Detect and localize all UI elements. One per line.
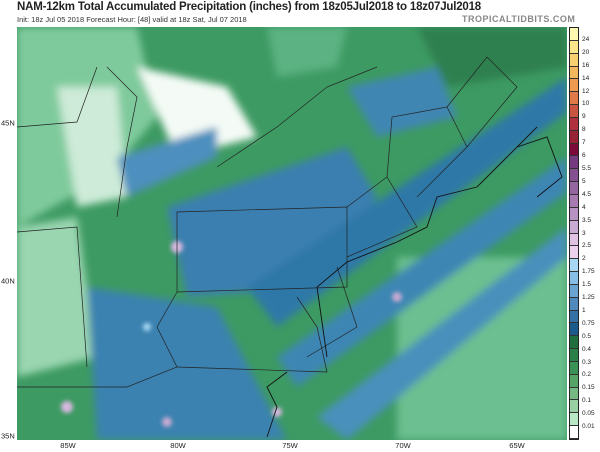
legend-label: 2.5: [582, 242, 592, 250]
legend-swatch: [570, 400, 578, 414]
lon-label-70w: 70W: [395, 441, 411, 450]
legend-swatch: [570, 40, 578, 54]
legend-label: 10: [582, 100, 590, 108]
color-legend: [569, 27, 579, 440]
legend-swatch: [570, 66, 578, 80]
legend-swatch: [570, 387, 578, 401]
legend-label: 4: [582, 203, 586, 211]
lat-label-35n: 35N: [1, 431, 15, 441]
legend-swatch: [570, 169, 578, 183]
legend-swatch: [570, 233, 578, 247]
legend-label: 8: [582, 126, 586, 134]
legend-label: 9: [582, 113, 586, 121]
legend-swatch: [570, 105, 578, 118]
legend-swatch: [570, 259, 578, 273]
legend-swatch: [570, 130, 578, 144]
legend-swatch: [570, 323, 578, 337]
legend-swatch: [570, 156, 578, 170]
legend-label: 7: [582, 139, 586, 147]
legend-swatch: [570, 79, 578, 93]
legend-label: 1.75: [582, 268, 595, 276]
legend-label: 0.75: [582, 319, 595, 327]
legend-swatch: [570, 374, 578, 388]
legend-swatch: [570, 413, 578, 427]
legend-swatch: [570, 246, 578, 260]
precipitation-map: [17, 27, 567, 440]
legend-label: 0.4: [582, 345, 592, 353]
legend-label: 24: [582, 35, 590, 43]
legend-swatch: [570, 194, 578, 208]
legend-swatch: [570, 92, 578, 106]
legend-swatch: [570, 220, 578, 234]
legend-label: 0.1: [582, 397, 592, 405]
precip-field: [17, 27, 567, 440]
legend-label: 6: [582, 152, 586, 160]
legend-swatch: [570, 284, 578, 298]
legend-swatch: [570, 336, 578, 350]
legend-label: 2: [582, 255, 586, 263]
lat-label-40n: 40N: [1, 276, 15, 286]
legend-swatch: [570, 117, 578, 131]
legend-swatch: [570, 272, 578, 285]
legend-label: 16: [582, 61, 590, 69]
legend-swatch: [570, 182, 578, 195]
legend-swatch: [570, 28, 578, 41]
legend-label: 0.15: [582, 384, 595, 392]
legend-swatch: [570, 297, 578, 311]
lon-label-85w: 85W: [60, 441, 76, 450]
legend-label: 0.5: [582, 332, 592, 340]
legend-label: 12: [582, 87, 590, 95]
legend-swatch: [570, 143, 578, 157]
state-borders: [17, 56, 518, 388]
coastline: [266, 126, 563, 438]
legend-label: 20: [582, 48, 590, 56]
legend-swatch: [570, 53, 578, 67]
legend-swatch: [570, 310, 578, 324]
legend-label: 5: [582, 177, 586, 185]
legend-swatch: [570, 426, 578, 439]
lon-label-80w: 80W: [170, 441, 186, 450]
legend-label: 1.5: [582, 281, 592, 289]
legend-label: 4.5: [582, 190, 592, 198]
lon-label-65w: 65W: [509, 441, 525, 450]
legend-swatch: [570, 361, 578, 375]
map-subtitle: Init: 18z Jul 05 2018 Forecast Hour: [48…: [17, 15, 247, 24]
legend-label: 14: [582, 74, 590, 82]
legend-label: 1.25: [582, 294, 595, 302]
legend-label: 3: [582, 229, 586, 237]
legend-label: 5.5: [582, 164, 592, 172]
lon-label-75w: 75W: [282, 441, 298, 450]
map-title: NAM-12km Total Accumulated Precipitation…: [17, 1, 482, 13]
legend-swatch: [570, 207, 578, 221]
legend-label: 0.2: [582, 371, 592, 379]
legend-swatch: [570, 349, 578, 362]
legend-label: 1: [582, 306, 586, 314]
brand-watermark: TROPICALTIDBITS.COM: [462, 14, 576, 24]
legend-label: 0.05: [582, 410, 595, 418]
legend-label: 3.5: [582, 216, 592, 224]
lat-label-45n: 45N: [1, 118, 15, 128]
legend-label: 0.01: [582, 423, 595, 431]
legend-label: 0.3: [582, 358, 592, 366]
